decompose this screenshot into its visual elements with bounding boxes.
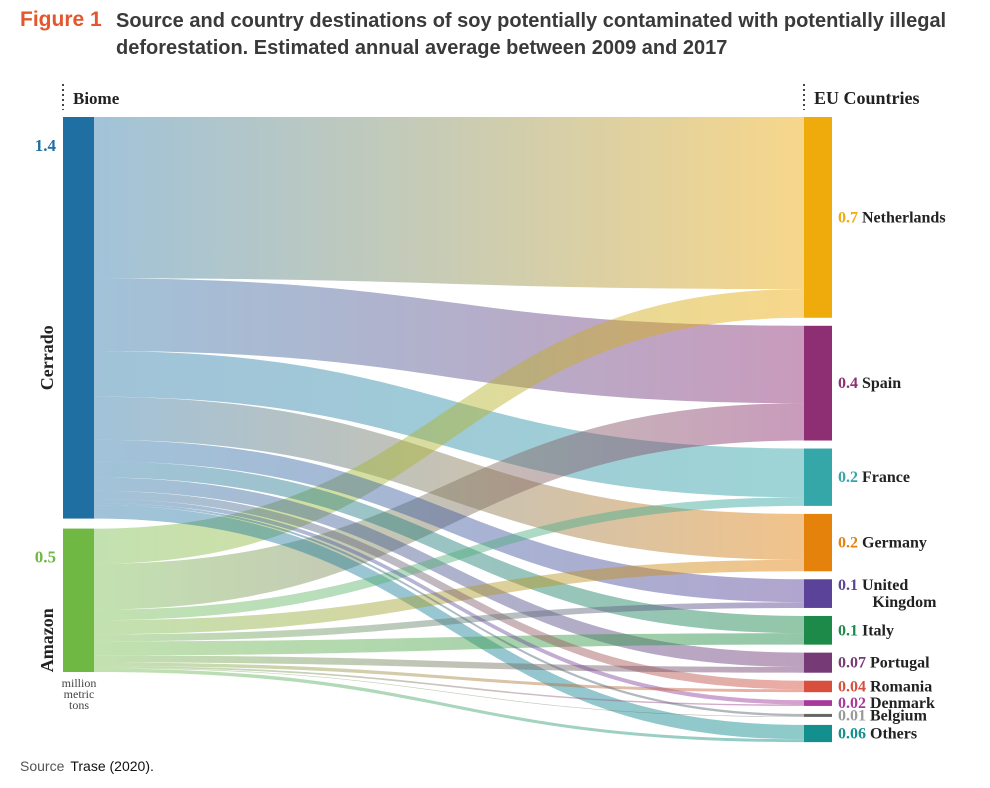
flow-amazon-to-spain xyxy=(94,403,804,610)
unit-label: tons xyxy=(69,698,89,712)
flow-cerrado-to-united-kingdom xyxy=(94,439,804,603)
figure-title: Source and country destinations of soy p… xyxy=(116,10,947,59)
source-node-amazon xyxy=(63,528,94,672)
flow-amazon-to-france xyxy=(94,497,804,621)
flow-amazon-to-others xyxy=(94,668,804,743)
source-node-cerrado xyxy=(63,117,94,519)
nodes-layer xyxy=(63,117,832,743)
target-label-italy: 0.1 Italy xyxy=(838,622,894,639)
left-header: Biome xyxy=(73,89,120,108)
target-label-romania: 0.04 Romania xyxy=(838,678,932,695)
source-note: Source Trase (2020). xyxy=(20,758,154,774)
target-name-italy: Italy xyxy=(862,622,894,639)
figure-label: Figure 1 xyxy=(20,8,102,31)
target-value-others: 0.06 xyxy=(838,726,870,743)
target-label-denmark: 0.02 Denmark xyxy=(838,695,935,712)
target-value-netherlands: 0.7 xyxy=(838,209,862,226)
target-label-germany: 0.2 Germany xyxy=(838,535,927,552)
source-value-cerrado: 1.4 xyxy=(35,136,57,155)
target-node-romania xyxy=(804,680,832,693)
target-name-united-kingdom: United xyxy=(862,577,908,594)
target-node-portugal xyxy=(804,652,832,673)
flow-amazon-to-united-kingdom xyxy=(94,602,804,642)
target-node-belgium xyxy=(804,713,832,717)
source-name-cerrado: Cerrado xyxy=(37,325,57,390)
flow-cerrado-to-germany xyxy=(94,396,804,560)
target-node-italy xyxy=(804,615,832,645)
target-label-belgium: 0.01 Belgium xyxy=(838,707,928,724)
target-value-germany: 0.2 xyxy=(838,535,862,552)
target-name-spain: Spain xyxy=(862,375,901,392)
flow-amazon-to-belgium xyxy=(94,667,804,717)
target-label-netherlands: 0.7 Netherlands xyxy=(838,209,946,226)
unit-label: metric xyxy=(64,687,95,701)
target-value-spain: 0.4 xyxy=(838,375,862,392)
source-label: Source xyxy=(20,758,65,774)
target-name-united-kingdom: Kingdom xyxy=(872,594,937,611)
target-label-france: 0.2 France xyxy=(838,469,910,486)
target-value-romania: 0.04 xyxy=(838,678,870,695)
target-value-france: 0.2 xyxy=(838,469,862,486)
target-node-denmark xyxy=(804,700,832,706)
flow-cerrado-to-netherlands xyxy=(94,117,804,290)
target-name-netherlands: Netherlands xyxy=(862,209,946,226)
source-name-amazon: Amazon xyxy=(37,608,57,672)
labels-layer: Biome EU Countries 1.4 Cerrado 0.5 Amazon mill… xyxy=(35,84,946,743)
target-node-germany xyxy=(804,513,832,572)
target-node-others xyxy=(804,724,832,743)
target-name-others: Others xyxy=(870,726,917,743)
flow-cerrado-to-portugal xyxy=(94,477,804,667)
target-name-belgium: Belgium xyxy=(870,707,928,724)
source-text: Trase (2020). xyxy=(70,758,154,774)
right-header: EU Countries xyxy=(814,88,920,108)
source-value-amazon: 0.5 xyxy=(35,548,56,567)
flow-amazon-to-romania xyxy=(94,662,804,693)
target-label-others: 0.06 Others xyxy=(838,726,917,743)
flow-amazon-to-denmark xyxy=(94,666,804,706)
target-label-portugal: 0.07 Portugal xyxy=(838,655,930,672)
target-name-romania: Romania xyxy=(870,678,932,695)
target-label-united-kingdom: 0.1 United Kingdom xyxy=(838,577,937,611)
unit-label: million xyxy=(62,676,97,690)
target-value-united-kingdom: 0.1 xyxy=(838,577,862,594)
target-node-spain xyxy=(804,325,832,441)
flow-cerrado-to-romania xyxy=(94,490,804,690)
flow-cerrado-to-spain xyxy=(94,278,804,404)
flow-amazon-to-netherlands xyxy=(94,289,804,564)
target-value-denmark: 0.02 xyxy=(838,695,870,712)
target-value-italy: 0.1 xyxy=(838,622,862,639)
target-value-belgium: 0.01 xyxy=(838,707,870,724)
target-name-france: France xyxy=(862,469,910,486)
target-value-portugal: 0.07 xyxy=(838,655,870,672)
flow-cerrado-to-belgium xyxy=(94,502,804,717)
target-node-united-kingdom xyxy=(804,579,832,608)
flow-amazon-to-germany xyxy=(94,559,804,635)
target-node-france xyxy=(804,448,832,506)
flow-amazon-to-italy xyxy=(94,633,804,656)
flow-cerrado-to-italy xyxy=(94,461,804,634)
target-node-netherlands xyxy=(804,117,832,318)
flow-cerrado-to-denmark xyxy=(94,498,804,705)
target-name-denmark: Denmark xyxy=(870,695,935,712)
flows-layer xyxy=(94,117,804,743)
target-name-germany: Germany xyxy=(862,535,927,552)
target-name-portugal: Portugal xyxy=(870,655,930,672)
target-label-spain: 0.4 Spain xyxy=(838,375,901,392)
flow-amazon-to-portugal xyxy=(94,655,804,673)
